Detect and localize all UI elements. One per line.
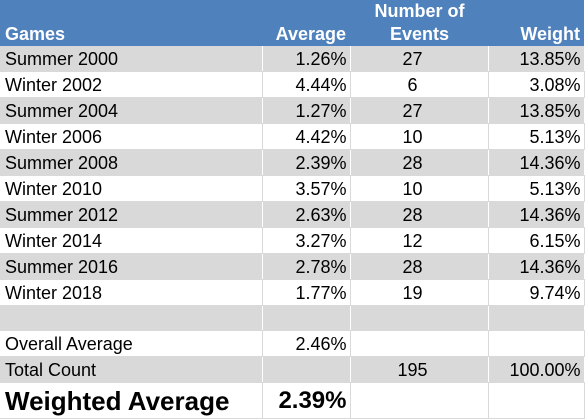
overall-average-row: Overall Average 2.46%	[0, 330, 585, 357]
table-row: Summer 2000 1.26% 27 13.85%	[0, 46, 585, 72]
overall-average-value: 2.46%	[262, 330, 351, 357]
cell-average: 1.77%	[262, 279, 351, 306]
cell-game: Winter 2014	[0, 227, 263, 254]
header-events: Number of Events	[350, 0, 488, 46]
cell-events: 27	[350, 97, 489, 124]
cell-events: 28	[350, 149, 489, 176]
empty-cell	[488, 305, 585, 331]
cell-average: 3.57%	[262, 175, 351, 202]
spacer-row	[0, 305, 585, 331]
cell-weight: 6.15%	[488, 227, 585, 254]
cell-events: 28	[350, 253, 489, 280]
total-weight-value: 100.00%	[488, 356, 585, 383]
table-row: Winter 2014 3.27% 12 6.15%	[0, 227, 585, 254]
cell-average: 2.63%	[262, 201, 351, 228]
cell-weight: 5.13%	[488, 175, 585, 202]
cell-game: Winter 2006	[0, 123, 263, 150]
cell-events: 19	[350, 279, 489, 306]
cell-game: Summer 2012	[0, 201, 263, 228]
empty-cell	[488, 382, 585, 419]
header-events-line2: Events	[389, 24, 450, 44]
cell-game: Winter 2002	[0, 71, 263, 98]
cell-events: 27	[350, 46, 489, 72]
weighted-average-label: Weighted Average	[0, 382, 263, 419]
cell-events: 10	[350, 175, 489, 202]
cell-weight: 5.13%	[488, 123, 585, 150]
table-row: Winter 2006 4.42% 10 5.13%	[0, 123, 585, 150]
table-row: Winter 2018 1.77% 19 9.74%	[0, 279, 585, 306]
cell-weight: 14.36%	[488, 149, 585, 176]
cell-game: Summer 2004	[0, 97, 263, 124]
cell-average: 3.27%	[262, 227, 351, 254]
header-row: Games Average Number of Events Weight	[0, 0, 584, 46]
empty-cell	[262, 305, 351, 331]
cell-events: 28	[350, 201, 489, 228]
empty-cell	[488, 330, 585, 357]
cell-average: 4.42%	[262, 123, 351, 150]
cell-weight: 14.36%	[488, 253, 585, 280]
header-events-line1: Number of	[374, 1, 465, 21]
cell-average: 1.27%	[262, 97, 351, 124]
cell-game: Summer 2008	[0, 149, 263, 176]
empty-cell	[262, 356, 351, 383]
table-row: Summer 2016 2.78% 28 14.36%	[0, 253, 585, 280]
cell-game: Winter 2010	[0, 175, 263, 202]
cell-game: Summer 2000	[0, 46, 263, 72]
cell-events: 10	[350, 123, 489, 150]
weighted-average-value: 2.39%	[262, 382, 351, 419]
cell-weight: 13.85%	[488, 97, 585, 124]
table-row: Summer 2004 1.27% 27 13.85%	[0, 97, 585, 124]
empty-cell	[350, 305, 489, 331]
table-row: Winter 2002 4.44% 6 3.08%	[0, 71, 585, 98]
table-row: Summer 2008 2.39% 28 14.36%	[0, 149, 585, 176]
empty-cell	[350, 382, 489, 419]
header-weight: Weight	[488, 0, 584, 46]
overall-average-label: Overall Average	[0, 330, 263, 357]
cell-events: 12	[350, 227, 489, 254]
empty-cell	[350, 330, 489, 357]
cell-game: Winter 2018	[0, 279, 263, 306]
header-games: Games	[0, 0, 262, 46]
cell-weight: 3.08%	[488, 71, 585, 98]
total-events-value: 195	[350, 356, 489, 383]
weighted-average-row: Weighted Average 2.39%	[0, 382, 585, 419]
header-average: Average	[262, 0, 350, 46]
cell-average: 1.26%	[262, 46, 351, 72]
cell-average: 2.39%	[262, 149, 351, 176]
cell-weight: 9.74%	[488, 279, 585, 306]
cell-average: 2.78%	[262, 253, 351, 280]
cell-events: 6	[350, 71, 489, 98]
cell-weight: 14.36%	[488, 201, 585, 228]
cell-game: Summer 2016	[0, 253, 263, 280]
cell-average: 4.44%	[262, 71, 351, 98]
table-row: Summer 2012 2.63% 28 14.36%	[0, 201, 585, 228]
total-count-row: Total Count 195 100.00%	[0, 356, 585, 383]
empty-cell	[0, 305, 263, 331]
cell-weight: 13.85%	[488, 46, 585, 72]
table-row: Winter 2010 3.57% 10 5.13%	[0, 175, 585, 202]
total-count-label: Total Count	[0, 356, 263, 383]
